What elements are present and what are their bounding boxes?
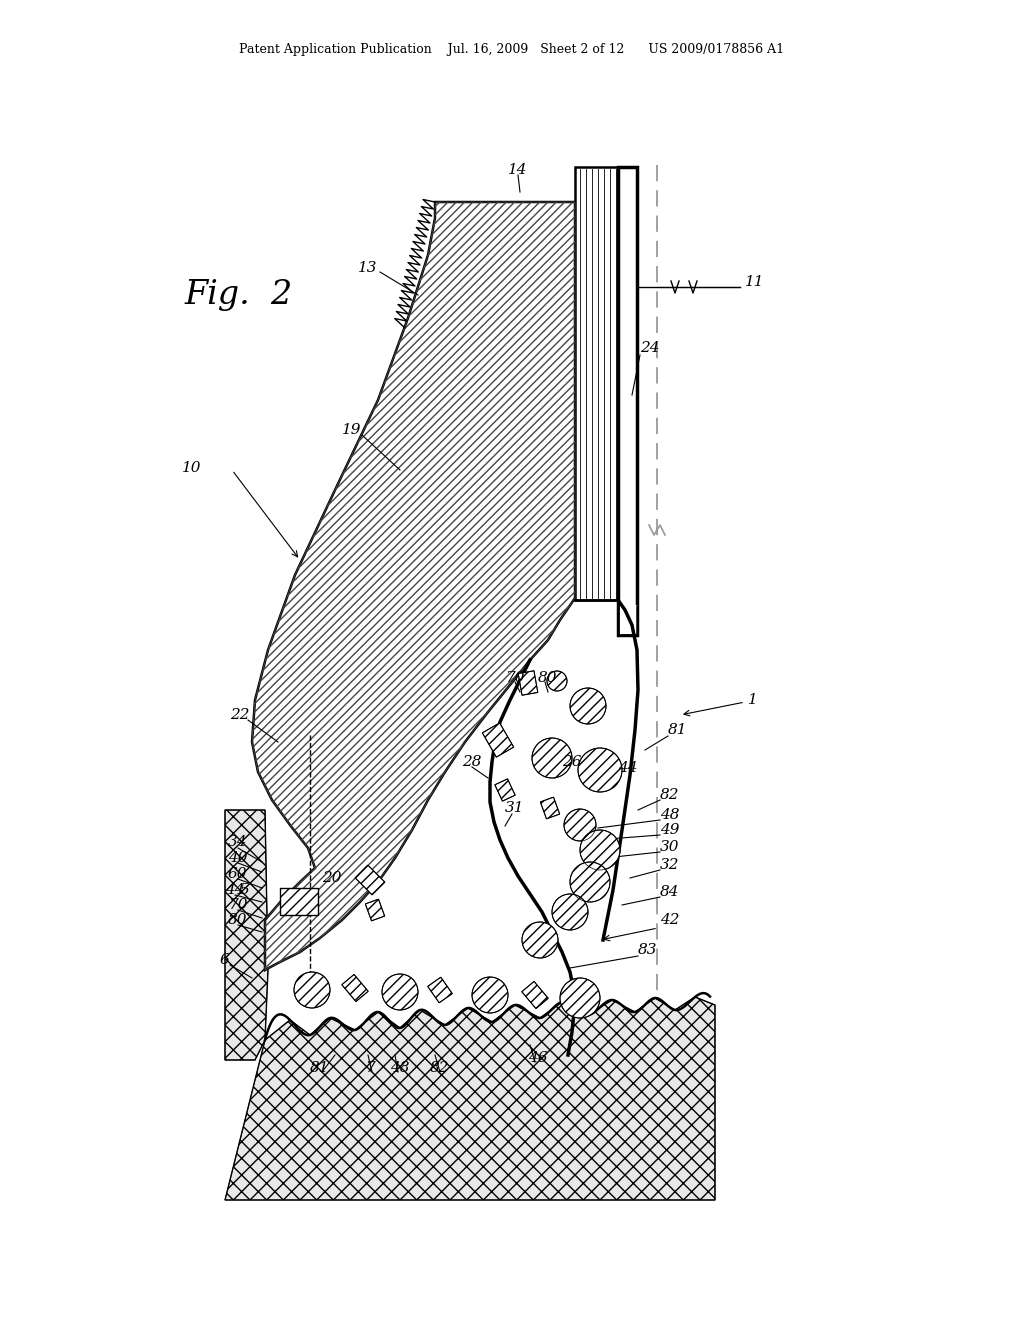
Text: 82: 82: [430, 1061, 450, 1074]
Text: 32: 32: [660, 858, 680, 873]
Polygon shape: [225, 810, 268, 1060]
Circle shape: [580, 830, 620, 870]
Text: 19: 19: [342, 422, 361, 437]
Text: 14: 14: [508, 162, 527, 177]
Text: 11: 11: [745, 275, 765, 289]
Text: 5: 5: [240, 883, 250, 898]
Text: 1: 1: [748, 693, 758, 708]
Circle shape: [532, 738, 572, 777]
Polygon shape: [225, 997, 715, 1200]
Text: 49: 49: [660, 822, 680, 837]
Text: 31: 31: [505, 801, 524, 814]
Text: 81: 81: [310, 1061, 330, 1074]
Polygon shape: [355, 865, 385, 895]
Text: 80: 80: [538, 671, 557, 685]
Text: 60: 60: [228, 867, 248, 880]
Text: Fig.  2: Fig. 2: [185, 279, 293, 312]
Text: 83: 83: [638, 942, 657, 957]
Text: Patent Application Publication    Jul. 16, 2009   Sheet 2 of 12      US 2009/017: Patent Application Publication Jul. 16, …: [240, 44, 784, 57]
Circle shape: [578, 748, 622, 792]
Circle shape: [522, 921, 558, 958]
Text: 34: 34: [228, 836, 248, 849]
Text: 44: 44: [225, 883, 245, 898]
Circle shape: [560, 978, 600, 1018]
Text: 40: 40: [228, 851, 248, 865]
Text: 6: 6: [220, 953, 229, 968]
Circle shape: [570, 862, 610, 902]
Text: 30: 30: [660, 840, 680, 854]
Circle shape: [472, 977, 508, 1012]
Polygon shape: [522, 982, 548, 1008]
Text: 44: 44: [618, 762, 638, 775]
Polygon shape: [252, 202, 575, 970]
Circle shape: [294, 972, 330, 1008]
Text: 48: 48: [660, 808, 680, 822]
Polygon shape: [541, 797, 560, 818]
Text: 84: 84: [660, 884, 680, 899]
Text: 7: 7: [365, 1061, 375, 1074]
Text: 20: 20: [322, 871, 341, 884]
Circle shape: [382, 974, 418, 1010]
Text: 26: 26: [562, 755, 582, 770]
Polygon shape: [366, 899, 385, 921]
Polygon shape: [618, 168, 637, 635]
Polygon shape: [618, 601, 637, 635]
Text: 13: 13: [358, 261, 378, 275]
Text: 22: 22: [230, 708, 250, 722]
Circle shape: [547, 671, 567, 690]
Polygon shape: [518, 671, 538, 696]
Text: 70: 70: [228, 898, 248, 912]
Text: 48: 48: [390, 1061, 410, 1074]
Text: 82: 82: [660, 788, 680, 803]
Text: 70: 70: [505, 671, 524, 685]
Circle shape: [570, 688, 606, 723]
Circle shape: [564, 809, 596, 841]
Polygon shape: [495, 779, 515, 801]
Text: 10: 10: [182, 461, 202, 475]
Polygon shape: [428, 977, 453, 1003]
Polygon shape: [575, 168, 618, 601]
Text: 81: 81: [668, 723, 687, 737]
Text: 28: 28: [462, 755, 481, 770]
Text: 24: 24: [640, 341, 659, 355]
Text: 46: 46: [528, 1051, 548, 1065]
Text: 42: 42: [660, 913, 680, 927]
Polygon shape: [342, 974, 369, 1002]
Polygon shape: [482, 723, 514, 758]
Circle shape: [552, 894, 588, 931]
Text: 80: 80: [228, 913, 248, 927]
Polygon shape: [280, 888, 318, 915]
